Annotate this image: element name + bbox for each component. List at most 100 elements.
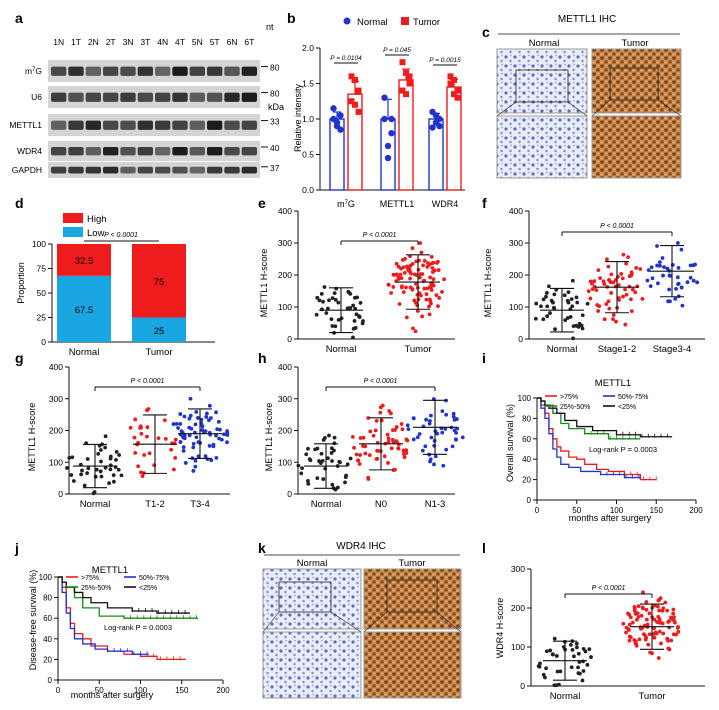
data-point bbox=[225, 440, 229, 445]
data-point bbox=[332, 291, 337, 296]
y-tick-label: 20 bbox=[43, 655, 52, 664]
data-point bbox=[187, 433, 192, 438]
data-point bbox=[314, 312, 319, 317]
data-point bbox=[319, 451, 324, 456]
category-label: Stage1-2 bbox=[598, 344, 637, 355]
blot-band bbox=[241, 92, 257, 102]
data-point bbox=[145, 434, 149, 439]
data-point bbox=[99, 474, 104, 479]
y-axis-label: Disease-free survival (%) bbox=[28, 570, 38, 671]
data-point bbox=[205, 411, 209, 416]
legend-label: >75% bbox=[81, 575, 99, 582]
data-point bbox=[394, 425, 399, 429]
panel-title: METTL1 bbox=[92, 565, 128, 576]
data-point bbox=[406, 427, 411, 432]
p-value: P < 0.0001 bbox=[131, 378, 165, 385]
blot-band bbox=[224, 147, 240, 156]
data-point bbox=[414, 282, 418, 286]
bar-low bbox=[132, 317, 186, 342]
data-point bbox=[145, 425, 150, 430]
x-tick-label: 0 bbox=[56, 686, 61, 695]
blot-band bbox=[85, 120, 101, 130]
data-point bbox=[552, 292, 557, 297]
data-point bbox=[451, 76, 457, 83]
data-point bbox=[178, 440, 183, 444]
data-point bbox=[434, 293, 439, 298]
panel-letter: i bbox=[482, 350, 486, 366]
y-tick-label: 0.0 bbox=[302, 185, 314, 195]
data-point bbox=[670, 263, 675, 267]
data-point bbox=[667, 619, 672, 623]
blot-band bbox=[137, 147, 153, 156]
y-tick-label: 0 bbox=[48, 676, 53, 685]
data-point bbox=[327, 433, 331, 438]
panel-letter: j bbox=[14, 540, 19, 556]
data-point bbox=[330, 324, 335, 328]
data-point bbox=[296, 463, 301, 468]
category-label: m7G bbox=[337, 199, 355, 209]
data-point bbox=[679, 247, 684, 252]
y-tick-label: 200 bbox=[511, 603, 525, 613]
data-point bbox=[411, 437, 416, 442]
data-point bbox=[688, 263, 693, 268]
data-point bbox=[324, 311, 329, 315]
data-point bbox=[398, 272, 403, 277]
data-point bbox=[412, 272, 417, 277]
data-point bbox=[410, 246, 415, 251]
data-point bbox=[382, 454, 387, 459]
data-point bbox=[674, 286, 678, 291]
data-point bbox=[424, 297, 429, 302]
data-point bbox=[653, 630, 658, 635]
ihc-tumor-low bbox=[363, 568, 462, 630]
data-point bbox=[315, 295, 320, 300]
data-label: 25 bbox=[154, 326, 165, 337]
blot-rows: m7G 80 U6 80 METTL1 33 WDR4 40 GAPDH 37 bbox=[9, 60, 280, 178]
blot-strip bbox=[48, 60, 260, 82]
data-point bbox=[629, 309, 634, 314]
category-label: N1-3 bbox=[425, 499, 446, 510]
data-point bbox=[607, 306, 612, 311]
p-value: P < 0.0001 bbox=[592, 585, 626, 592]
data-point bbox=[389, 291, 394, 295]
x-tick-label: 50 bbox=[572, 506, 581, 515]
category-label: Tumor bbox=[404, 344, 431, 355]
y-tick-label: 0 bbox=[41, 337, 46, 347]
data-point bbox=[114, 457, 118, 462]
data-point bbox=[555, 669, 560, 674]
lane-label: 1N bbox=[53, 37, 64, 47]
blot-band bbox=[120, 92, 136, 102]
data-point bbox=[652, 617, 657, 622]
panel-title: METTL1 bbox=[595, 378, 631, 389]
y-axis-label: METTL1 H-score bbox=[259, 249, 269, 318]
panel-k: k WDR4 IHC Normal Tumor bbox=[258, 540, 462, 699]
lane-label: 2T bbox=[106, 37, 116, 47]
data-point bbox=[588, 296, 593, 301]
data-point bbox=[647, 632, 652, 637]
data-point bbox=[574, 641, 579, 646]
data-point bbox=[79, 472, 84, 477]
data-point bbox=[454, 430, 459, 435]
data-point bbox=[305, 479, 310, 483]
data-point bbox=[676, 629, 681, 634]
data-label: 67.5 bbox=[75, 305, 94, 316]
data-point bbox=[432, 112, 440, 119]
blot-band bbox=[207, 66, 223, 76]
data-point bbox=[354, 312, 359, 317]
data-point bbox=[399, 276, 404, 281]
data-point bbox=[142, 453, 147, 457]
y-tick-label: 0 bbox=[287, 489, 292, 499]
data-point bbox=[381, 115, 388, 123]
data-point bbox=[544, 666, 548, 671]
panel-d: d High Low Proportion 0 25 50 75 100 32.5 67.5… bbox=[15, 195, 215, 358]
data-point bbox=[402, 452, 406, 456]
blot-band bbox=[137, 92, 153, 102]
data-point bbox=[691, 278, 696, 283]
data-point bbox=[337, 112, 344, 119]
blot-strip bbox=[48, 162, 260, 178]
data-point bbox=[196, 416, 200, 420]
data-point bbox=[440, 430, 445, 435]
data-point bbox=[656, 281, 660, 286]
data-point bbox=[336, 317, 341, 322]
data-point bbox=[585, 662, 590, 667]
